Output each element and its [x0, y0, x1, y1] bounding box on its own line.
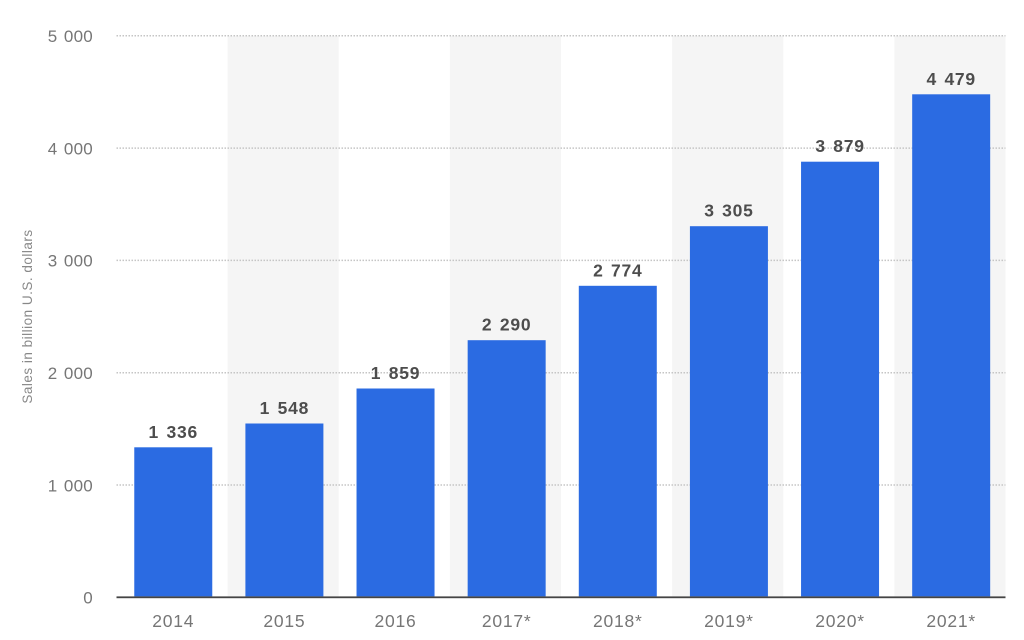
- svg-text:2019*: 2019*: [704, 611, 754, 631]
- svg-text:2 774: 2 774: [593, 260, 642, 280]
- svg-text:2016: 2016: [375, 611, 417, 631]
- svg-text:4 000: 4 000: [48, 139, 93, 158]
- svg-text:3 000: 3 000: [48, 252, 93, 271]
- svg-text:1 336: 1 336: [149, 422, 198, 442]
- svg-text:Sales in billion U.S. dollars: Sales in billion U.S. dollars: [20, 229, 35, 403]
- svg-text:3 879: 3 879: [815, 136, 864, 156]
- svg-text:2017*: 2017*: [482, 611, 532, 631]
- svg-text:2015: 2015: [263, 611, 305, 631]
- svg-text:5 000: 5 000: [48, 27, 93, 46]
- svg-text:2 290: 2 290: [482, 315, 531, 335]
- svg-text:1 000: 1 000: [48, 476, 93, 495]
- svg-text:1 859: 1 859: [371, 363, 420, 383]
- svg-text:2 000: 2 000: [48, 364, 93, 383]
- svg-text:2021*: 2021*: [926, 611, 976, 631]
- svg-text:2018*: 2018*: [593, 611, 643, 631]
- svg-text:2014: 2014: [152, 611, 194, 631]
- svg-text:2020*: 2020*: [815, 611, 865, 631]
- svg-text:4 479: 4 479: [926, 69, 975, 89]
- svg-text:0: 0: [83, 589, 93, 608]
- svg-text:3 305: 3 305: [704, 201, 753, 221]
- svg-text:1 548: 1 548: [260, 398, 309, 418]
